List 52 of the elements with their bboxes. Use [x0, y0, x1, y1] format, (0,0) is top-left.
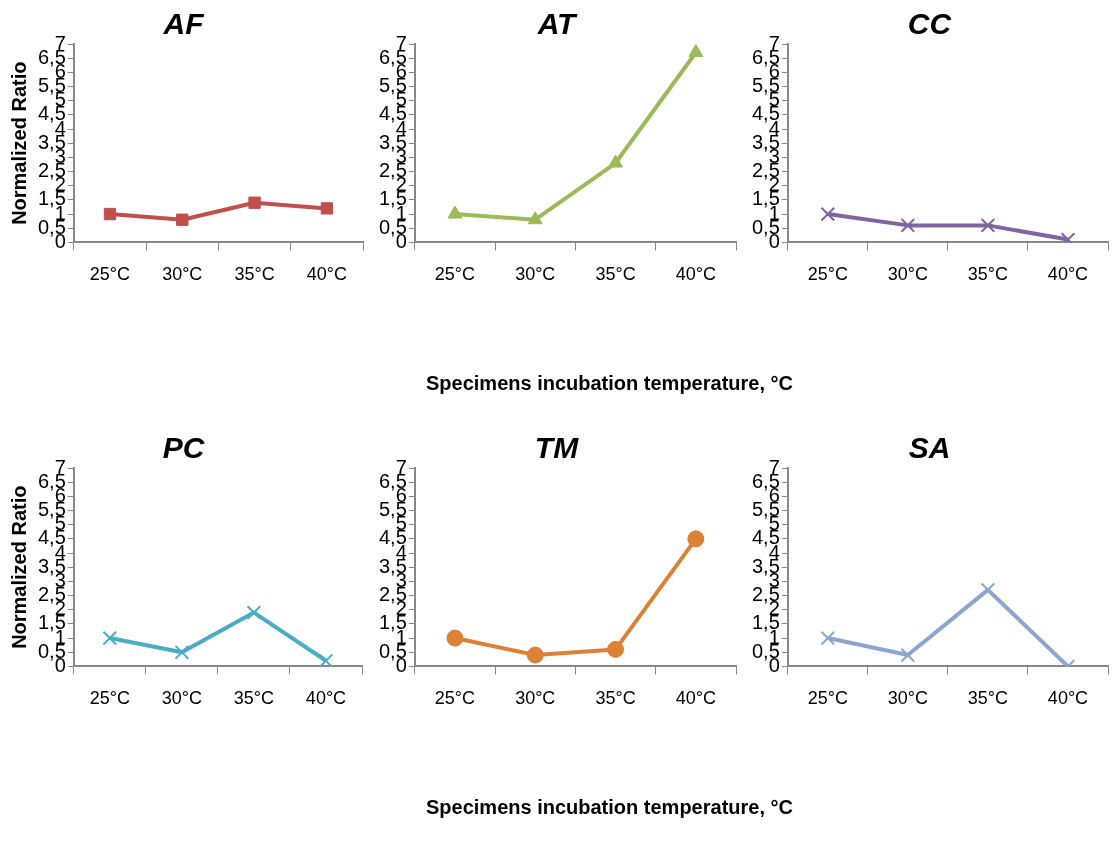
x-tick-label: 35°C [234, 264, 275, 285]
x-tick-label: 25°C [89, 688, 130, 709]
point [607, 640, 625, 658]
chart-title: AT [536, 7, 579, 41]
x-tick-label: 35°C [595, 264, 636, 285]
x-tick-label: 40°C [305, 688, 347, 709]
y-axis-title: Normalized Ratio [7, 61, 30, 225]
x-tick-label: 25°C [807, 688, 848, 709]
chart-title: TM [534, 431, 580, 465]
x-tick-label: 25°C [434, 688, 476, 709]
x-tick-label: 30°C [161, 688, 202, 709]
x-tick-label: 40°C [675, 264, 716, 285]
point [687, 530, 705, 548]
x-tick-label: 30°C [515, 688, 556, 709]
point [447, 205, 463, 219]
x-tick-label: 25°C [807, 264, 848, 285]
chart-title: AF [162, 7, 205, 41]
point [688, 44, 704, 57]
point [102, 630, 118, 646]
x-tick-label: 30°C [162, 264, 203, 285]
x-tick-label: 40°C [1047, 264, 1089, 285]
x-axis-title: Specimens incubation temperature, °C [425, 796, 794, 819]
point [820, 630, 836, 646]
x-tick-label: 30°C [887, 264, 928, 285]
x-tick-label: 40°C [675, 688, 716, 709]
x-axis-title: Specimens incubation temperature, °C [425, 372, 794, 395]
point [246, 605, 262, 620]
x-tick-label: 35°C [595, 688, 636, 709]
x-tick-label: 25°C [89, 264, 131, 285]
point [318, 653, 334, 667]
y-axis-title: Normalized Ratio [7, 485, 30, 649]
point [900, 647, 916, 663]
x-tick-label: 25°C [434, 264, 476, 285]
point [248, 196, 261, 209]
point [176, 213, 189, 226]
x-tick-label: 40°C [306, 264, 347, 285]
point [174, 644, 190, 660]
point [527, 211, 543, 225]
x-tick-label: 40°C [1047, 688, 1089, 709]
x-tick-label: 30°C [515, 264, 556, 285]
chart-title: SA [908, 431, 951, 465]
point [320, 202, 334, 215]
point [446, 629, 464, 647]
x-tick-label: 35°C [233, 688, 275, 709]
point [103, 207, 117, 221]
point [608, 154, 623, 168]
chart-title: CC [907, 7, 953, 41]
x-tick-label: 35°C [967, 264, 1009, 285]
chart-title: PC [162, 431, 206, 465]
point [526, 646, 544, 664]
x-tick-label: 35°C [967, 688, 1009, 709]
x-tick-label: 30°C [887, 688, 928, 709]
